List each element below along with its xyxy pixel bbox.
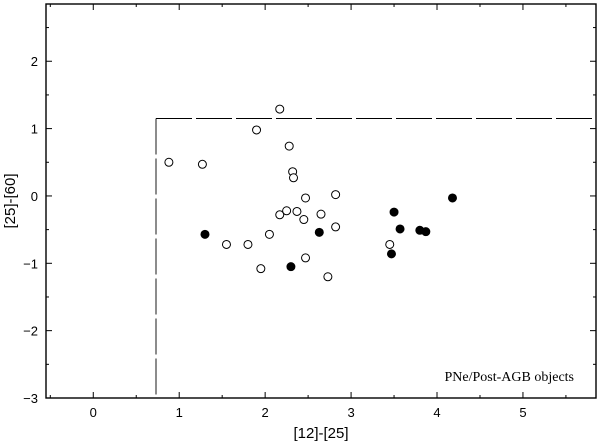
x-tick-label: 4	[433, 405, 440, 420]
y-axis-label: [25]-[60]	[2, 173, 19, 228]
y-tick-label: 1	[31, 122, 38, 137]
plot-frame	[45, 3, 597, 399]
y-tick-label: 0	[31, 189, 38, 204]
selection-region	[155, 118, 596, 398]
open-data-point	[301, 253, 311, 263]
open-data-point	[256, 264, 266, 274]
x-axis-label: [12]-[25]	[293, 425, 348, 442]
open-data-point	[331, 190, 341, 200]
open-data-point	[197, 159, 207, 169]
filled-data-point	[421, 227, 431, 237]
filled-data-point	[395, 224, 405, 234]
open-data-point	[275, 210, 285, 220]
open-data-point	[331, 222, 341, 232]
open-data-point	[289, 173, 298, 183]
open-data-point	[221, 239, 231, 249]
y-tick-label: −3	[23, 391, 38, 406]
open-data-point	[316, 209, 326, 219]
open-data-point	[299, 215, 309, 225]
open-data-point	[264, 229, 274, 239]
axis-ticks	[46, 4, 596, 399]
x-tick-label: 0	[90, 405, 97, 420]
tick-labels: 0 1 2 3 4 5 −3 −2 −1 0 1 2	[23, 54, 526, 420]
open-data-point	[275, 104, 285, 114]
x-tick-label: 5	[519, 405, 526, 420]
open-data-point	[301, 193, 311, 203]
y-tick-label: −2	[23, 324, 38, 339]
chart-annotation: PNe/Post-AGB objects	[445, 370, 575, 385]
filled-data-point	[200, 229, 210, 239]
open-data-point	[284, 141, 294, 151]
open-data-point	[385, 239, 395, 249]
y-tick-label: −1	[23, 256, 38, 271]
filled-data-point	[314, 227, 324, 237]
open-data-point	[282, 206, 292, 216]
x-tick-label: 3	[347, 405, 354, 420]
filled-data-point	[447, 193, 457, 203]
x-tick-label: 1	[176, 405, 183, 420]
open-data-point	[292, 206, 302, 216]
open-data-point	[252, 125, 262, 135]
filled-data-point	[286, 262, 296, 272]
open-data-point	[243, 239, 253, 249]
open-data-point	[164, 157, 174, 167]
open-data-point	[323, 272, 333, 282]
y-tick-label: 2	[31, 54, 38, 69]
filled-data-point	[389, 207, 399, 217]
data-points	[164, 104, 457, 282]
x-tick-label: 2	[262, 405, 269, 420]
filled-data-point	[386, 249, 396, 259]
